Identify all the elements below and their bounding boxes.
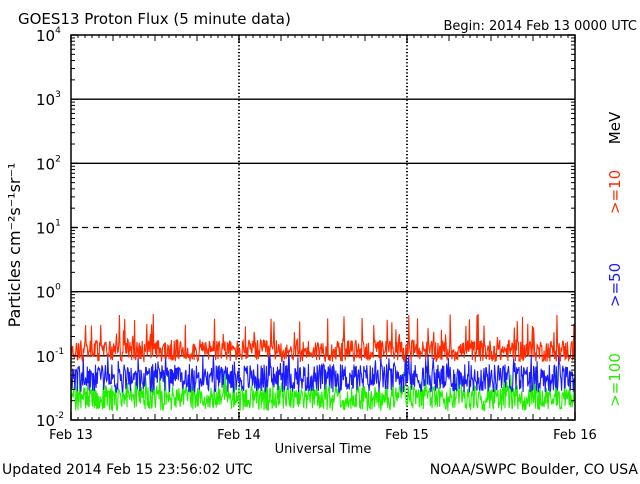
legend-entry: >=100 (606, 353, 624, 407)
x-tick-label: Feb 16 (553, 428, 597, 443)
begin-label: Begin: 2014 Feb 13 0000 UTC (443, 19, 637, 34)
y-axis-label: Particles cm⁻²s⁻¹sr⁻¹ (5, 163, 24, 328)
legend-entry: >=10 (606, 170, 624, 214)
updated-timestamp: Updated 2014 Feb 15 23:56:02 UTC (2, 462, 253, 478)
y-tick-label: 100 (36, 283, 61, 302)
series-line-100mev (70, 370, 576, 412)
chart-title: GOES13 Proton Flux (5 minute data) (18, 10, 291, 28)
y-tick-label: 102 (36, 154, 61, 173)
y-tick-label: 101 (36, 219, 61, 238)
x-tick-label: Feb 13 (49, 428, 93, 443)
credit-label: NOAA/SWPC Boulder, CO USA (430, 462, 639, 478)
legend-entry: >=50 (606, 263, 624, 307)
series-line-50mev (70, 353, 576, 394)
x-tick-label: Feb 15 (385, 428, 429, 443)
series-line-10mev (70, 313, 576, 363)
x-tick-label: Feb 14 (217, 428, 261, 443)
y-tick-label: 104 (36, 26, 61, 45)
plot-frame (70, 34, 576, 421)
legend-unit: MeV (606, 111, 624, 144)
y-tick-label: 103 (36, 90, 61, 109)
y-tick-label: 10-1 (36, 347, 64, 366)
x-axis-label: Universal Time (275, 442, 372, 457)
